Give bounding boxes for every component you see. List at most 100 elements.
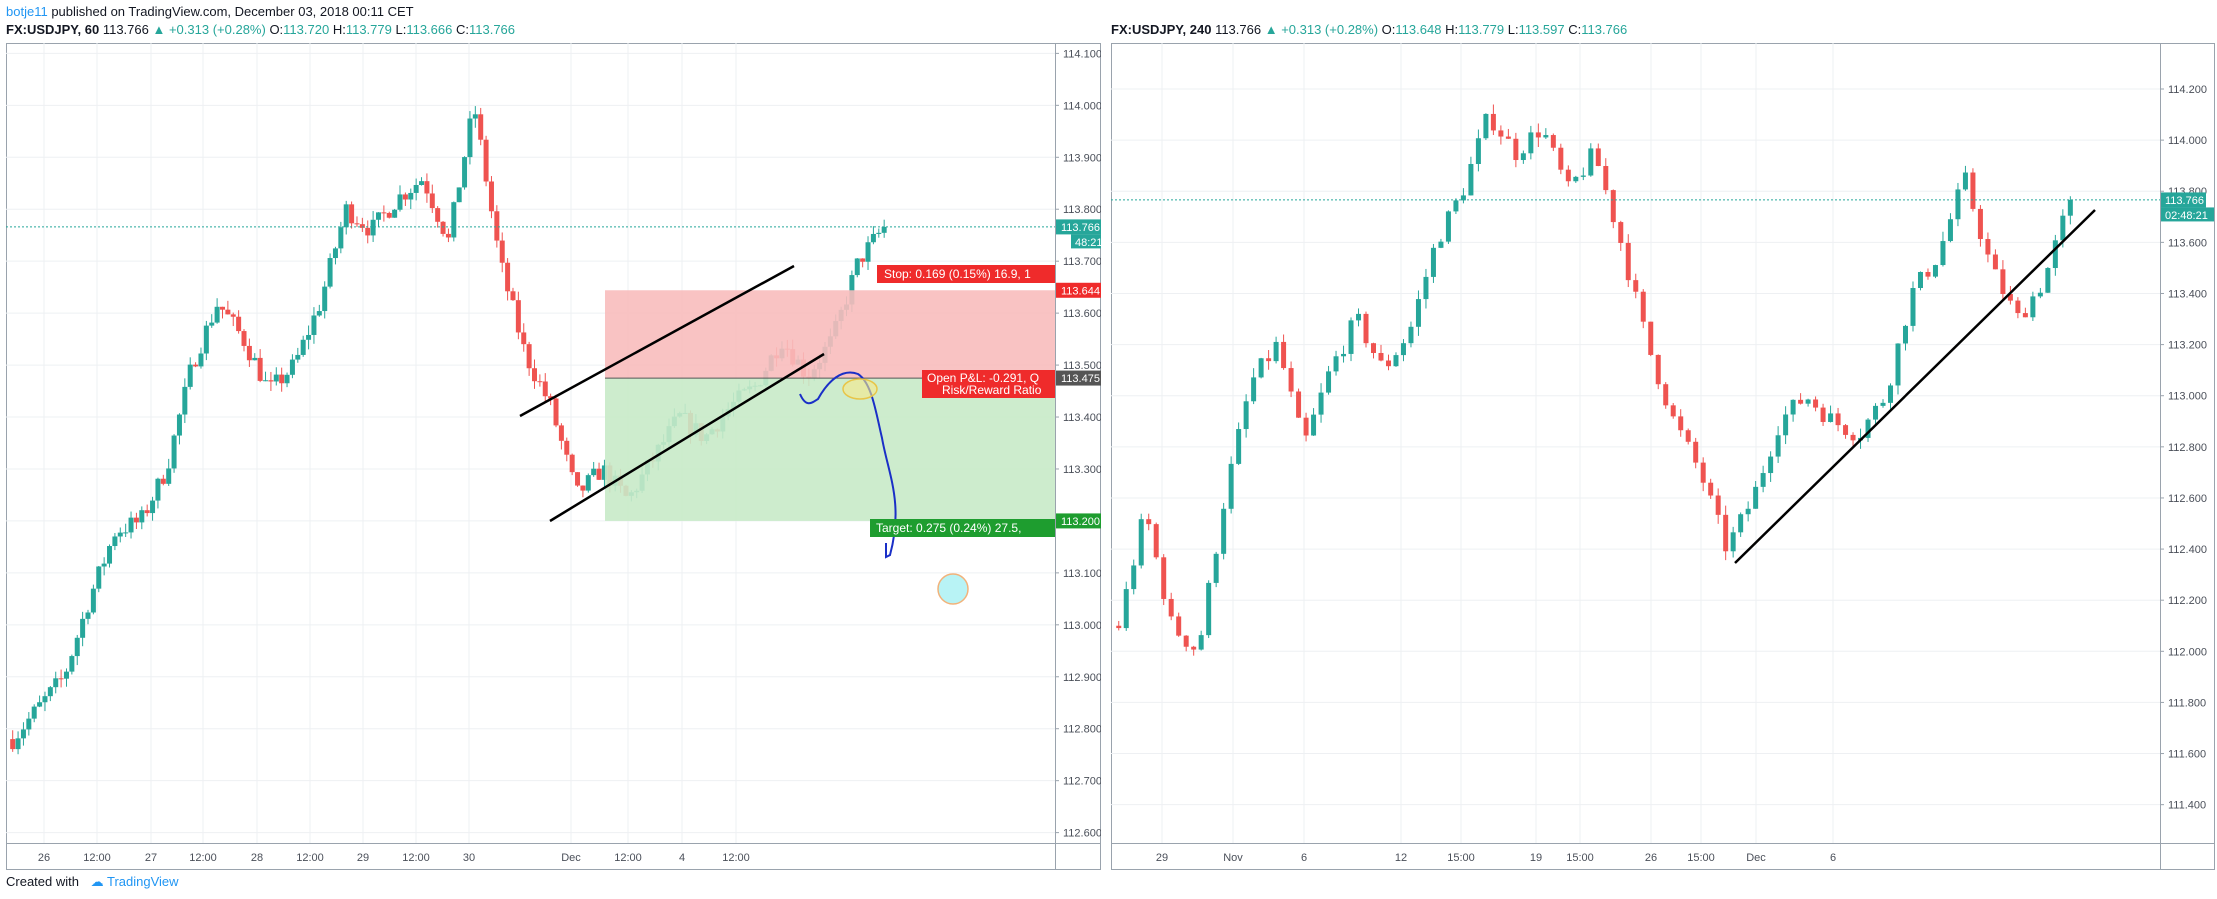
- candle-body: [230, 314, 236, 317]
- candle-body: [74, 637, 80, 657]
- candle-body: [1723, 514, 1729, 552]
- candle-body: [375, 212, 381, 220]
- left-high: 113.779: [345, 22, 392, 37]
- right-chart[interactable]: 111.400 111.600 111.800 112.000 112.200 112.4…: [1111, 43, 2215, 870]
- candle-body: [1490, 113, 1496, 131]
- candle-body: [1745, 508, 1751, 515]
- candle-body: [306, 334, 312, 340]
- candle-body: [1648, 321, 1654, 355]
- candle-body: [338, 227, 344, 249]
- countdown-tag-text: 48:21: [1075, 237, 1101, 249]
- candle-body: [209, 322, 215, 326]
- candle-body: [408, 192, 414, 200]
- x-tick-label: 6: [1830, 852, 1836, 864]
- candle-body: [354, 223, 360, 225]
- candle-body: [359, 224, 365, 228]
- candle-body: [451, 202, 457, 238]
- candle-body: [2067, 199, 2073, 216]
- candle-body: [876, 232, 882, 234]
- y-tick-label: 113.400: [1063, 412, 1101, 424]
- candle-body: [322, 286, 328, 312]
- candle-body: [225, 309, 231, 315]
- y-tick-label: 112.200: [2168, 595, 2207, 607]
- candle-body: [1670, 405, 1676, 417]
- candle-body: [596, 468, 602, 480]
- candle-body: [1213, 553, 1219, 583]
- candle-body: [1685, 430, 1691, 442]
- y-tick-label: 113.600: [2168, 237, 2207, 249]
- left-chart-frame: [6, 43, 1101, 870]
- tradingview-link[interactable]: TradingView: [107, 874, 179, 889]
- candle-body: [182, 386, 188, 415]
- tradingview-logo-icon: ☁: [90, 874, 104, 889]
- candle-body: [585, 475, 591, 491]
- candle-body: [548, 396, 554, 399]
- take-profit-zone[interactable]: [605, 378, 1055, 521]
- left-symbol: FX:USDJPY, 60: [6, 22, 100, 37]
- candle-body: [386, 212, 392, 218]
- candle-body: [1168, 598, 1174, 617]
- candle-body: [1400, 343, 1406, 356]
- right-high: 113.779: [1458, 22, 1505, 37]
- candle-body: [284, 374, 290, 384]
- candle-body: [42, 696, 48, 703]
- x-tick-label: 12: [1395, 852, 1407, 864]
- candle-body: [101, 563, 107, 567]
- left-change: ▲ +0.313 (+0.28%): [152, 22, 266, 37]
- left-chart[interactable]: 112.600 112.700 112.800 112.900 113.000 113.1…: [6, 43, 1101, 870]
- channel-upper-line[interactable]: [519, 264, 795, 418]
- highlight-ellipse[interactable]: [842, 378, 878, 400]
- candle-body: [575, 472, 581, 486]
- stop-price-tag-text: 113.644: [1061, 285, 1100, 297]
- candle-body: [171, 435, 177, 469]
- x-tick-label: 26: [38, 852, 50, 864]
- candle-body: [1296, 391, 1302, 418]
- candle-body: [854, 258, 860, 276]
- countdown-tag-text: 02:48:21: [2165, 210, 2208, 222]
- candle-body: [1266, 358, 1272, 362]
- candle-body: [332, 248, 338, 259]
- y-tick-label: 112.800: [1063, 724, 1101, 736]
- candle-body: [289, 359, 295, 375]
- candle-body: [1888, 385, 1894, 403]
- last-price-tag-text: 113.766: [2165, 195, 2204, 207]
- stop-label: Stop: 0.169 (0.15%) 16.9, 1: [877, 265, 1055, 283]
- right-candles: [1116, 104, 2073, 656]
- x-tick-label: 27: [145, 852, 157, 864]
- target-circle[interactable]: [937, 573, 969, 605]
- support-trendline[interactable]: [1734, 209, 2096, 564]
- candle-body: [133, 517, 139, 523]
- left-price-axis: 112.600 112.700 112.800 112.900 113.000 113.1…: [1055, 48, 1101, 840]
- candle-body: [429, 193, 435, 209]
- right-h-label: H:: [1445, 22, 1459, 37]
- pnl-label-line1: Open P&L: -0.291, Q: [927, 371, 1039, 385]
- candle-body: [1505, 136, 1511, 139]
- x-tick-label: Dec: [561, 852, 581, 864]
- candle-body: [1520, 153, 1526, 161]
- right-low: 113.597: [1518, 22, 1565, 37]
- candle-body: [90, 588, 96, 613]
- right-symbol: FX:USDJPY, 240: [1111, 22, 1212, 37]
- right-close: 113.766: [1581, 22, 1628, 37]
- candle-body: [1543, 135, 1549, 138]
- candle-body: [1228, 463, 1234, 509]
- author-link[interactable]: botje11: [6, 4, 48, 19]
- pnl-label-line2: Risk/Reward Ratio: [942, 383, 1042, 397]
- candle-body: [1820, 407, 1826, 422]
- candle-body: [1453, 200, 1459, 212]
- candle-body: [1191, 646, 1197, 650]
- right-price-axis: 111.400 111.600 111.800 112.000 112.200 112.4…: [2160, 84, 2207, 812]
- candle-body: [47, 687, 53, 697]
- candle-body: [1206, 582, 1212, 636]
- candle-body: [1378, 352, 1384, 361]
- channel-lower-line[interactable]: [549, 352, 825, 523]
- candle-body: [1535, 132, 1541, 138]
- candle-body: [1460, 195, 1466, 201]
- candle-body: [365, 227, 371, 236]
- candle-body: [1895, 343, 1901, 386]
- candle-body: [31, 706, 37, 719]
- candle-body: [37, 702, 43, 707]
- candle-body: [257, 357, 263, 381]
- stop-loss-zone[interactable]: [605, 290, 1055, 379]
- candle-body: [494, 211, 500, 241]
